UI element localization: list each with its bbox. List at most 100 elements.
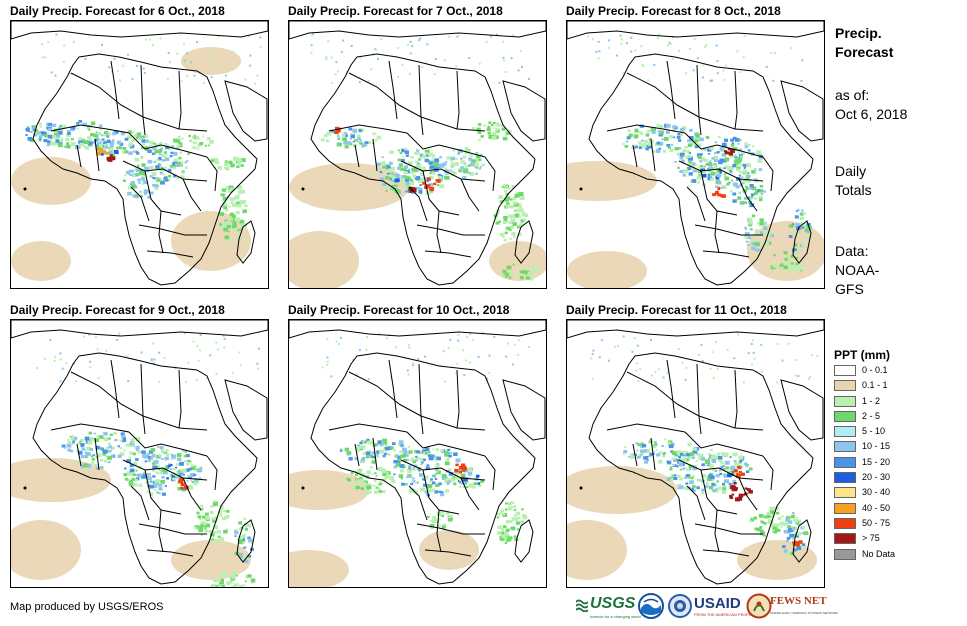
legend-label: No Data <box>862 548 896 559</box>
precip-map <box>288 20 547 289</box>
usgs-wave-icon <box>576 599 588 612</box>
data-source-line: Data: <box>835 243 869 259</box>
legend-item: 50 - 75 <box>834 516 954 531</box>
light-rain-zone <box>289 470 479 587</box>
legend-label: 15 - 20 <box>862 456 891 467</box>
legend-swatch <box>834 517 856 529</box>
legend-label: 10 - 15 <box>862 441 891 452</box>
africa-map-graphic <box>567 320 824 585</box>
forecast-panel: Daily Precip. Forecast for 8 Oct., 2018 <box>566 3 831 293</box>
legend-item: 30 - 40 <box>834 485 954 500</box>
forecast-panel: Daily Precip. Forecast for 7 Oct., 2018 <box>288 3 553 293</box>
totals-line: Daily <box>835 163 867 179</box>
africa-map-graphic <box>289 21 546 288</box>
totals-line: Totals <box>835 182 872 198</box>
legend-label: 40 - 50 <box>862 502 891 513</box>
africa-map-graphic <box>289 320 546 587</box>
usaid-wordmark: USAID <box>694 595 741 612</box>
legend-item: 20 - 30 <box>834 470 954 485</box>
legend-item: > 75 <box>834 531 954 546</box>
country-borders <box>11 320 268 585</box>
precip-field <box>25 33 262 242</box>
panel-title: Daily Precip. Forecast for 7 Oct., 2018 <box>288 4 503 18</box>
legend-swatch <box>834 395 856 407</box>
precip-map <box>10 319 269 588</box>
data-source: Data: NOAA- GFS <box>835 242 879 299</box>
legend-swatch <box>834 380 856 392</box>
country-borders <box>567 21 824 286</box>
forecast-panel: Daily Precip. Forecast for 6 Oct., 2018 <box>10 3 275 293</box>
legend-swatch <box>834 365 856 376</box>
precip-field <box>321 332 530 544</box>
legend-swatch <box>834 487 856 499</box>
legend-swatch <box>834 472 856 484</box>
nasa-seal-icon <box>668 593 692 624</box>
legend-swatch <box>834 426 856 438</box>
usaid-tagline: FROM THE AMERICAN PEOPLE <box>694 612 754 617</box>
country-borders <box>11 21 268 286</box>
as-of-value: Oct 6, 2018 <box>835 106 908 122</box>
legend-item: 15 - 20 <box>834 455 954 470</box>
legend-swatch <box>834 548 856 560</box>
africa-map-graphic <box>567 21 824 288</box>
legend-swatch <box>834 410 856 422</box>
side-title-line: Forecast <box>835 44 894 60</box>
panel-title: Daily Precip. Forecast for 10 Oct., 2018 <box>288 303 510 317</box>
legend-label: > 75 <box>862 533 880 544</box>
data-source-line: NOAA- <box>835 262 880 278</box>
legend-label: 0.1 - 1 <box>862 380 888 391</box>
precip-field <box>587 33 812 273</box>
legend-item: No Data <box>834 547 954 562</box>
legend-label: 5 - 10 <box>862 426 886 437</box>
legend-item: 1 - 2 <box>834 394 954 409</box>
as-of-label: as of: <box>835 87 870 103</box>
precip-legend: PPT (mm) 0 - 0.1 0.1 - 1 1 - 2 2 - 5 5 - 10 1… <box>834 347 954 562</box>
precip-map <box>566 319 825 588</box>
country-borders <box>289 21 546 286</box>
precip-map <box>566 20 825 289</box>
legend-swatch <box>834 533 856 545</box>
legend-label: 2 - 5 <box>862 410 881 421</box>
legend-swatch <box>834 441 856 453</box>
totals-note: Daily Totals <box>835 162 872 200</box>
as-of-date: as of: Oct 6, 2018 <box>835 86 907 124</box>
legend-item: 5 - 10 <box>834 424 954 439</box>
noaa-logo <box>638 593 664 624</box>
credit-text: Map produced by USGS/EROS <box>10 601 164 613</box>
country-borders <box>289 320 546 585</box>
fews-tagline: FAMINE EARLY WARNING SYSTEMS NETWORK <box>770 611 839 615</box>
panel-title: Daily Precip. Forecast for 9 Oct., 2018 <box>10 303 225 317</box>
legend-swatch <box>834 502 856 514</box>
precip-map <box>288 319 547 588</box>
precip-field <box>36 332 261 587</box>
legend-label: 30 - 40 <box>862 487 891 498</box>
forecast-panel: Daily Precip. Forecast for 11 Oct., 2018 <box>566 302 831 592</box>
legend-swatch <box>834 456 856 468</box>
light-rain-zone <box>11 47 251 281</box>
africa-map-graphic <box>11 21 268 286</box>
legend-item: 40 - 50 <box>834 501 954 516</box>
side-title: Precip. Forecast <box>835 24 893 62</box>
legend-title: PPT (mm) <box>834 348 891 362</box>
precip-field <box>590 333 819 556</box>
legend-item: 10 - 15 <box>834 439 954 454</box>
legend-label: 50 - 75 <box>862 517 891 528</box>
country-borders <box>567 320 824 585</box>
africa-map-graphic <box>11 320 268 587</box>
legend-label: 0 - 0.1 <box>862 365 888 375</box>
light-rain-zone <box>11 458 251 580</box>
panel-title: Daily Precip. Forecast for 8 Oct., 2018 <box>566 4 781 18</box>
usaid-logo: USAID FROM THE AMERICAN PEOPLE <box>694 595 754 617</box>
usgs-tagline: science for a changing world <box>590 614 641 619</box>
precip-field <box>310 33 539 281</box>
panel-title: Daily Precip. Forecast for 6 Oct., 2018 <box>10 4 225 18</box>
side-title-line: Precip. <box>835 25 882 41</box>
legend-label: 20 - 30 <box>862 472 891 483</box>
usgs-wordmark: USGS <box>590 595 636 612</box>
panel-title: Daily Precip. Forecast for 11 Oct., 2018 <box>566 303 787 317</box>
fews-wordmark: FEWS NET <box>770 595 827 607</box>
forecast-panel: Daily Precip. Forecast for 9 Oct., 2018 <box>10 302 275 592</box>
legend-label: 1 - 2 <box>862 395 881 406</box>
data-source-line: GFS <box>835 281 864 297</box>
logo-strip: USGS science for a changing world USAID … <box>576 593 838 624</box>
